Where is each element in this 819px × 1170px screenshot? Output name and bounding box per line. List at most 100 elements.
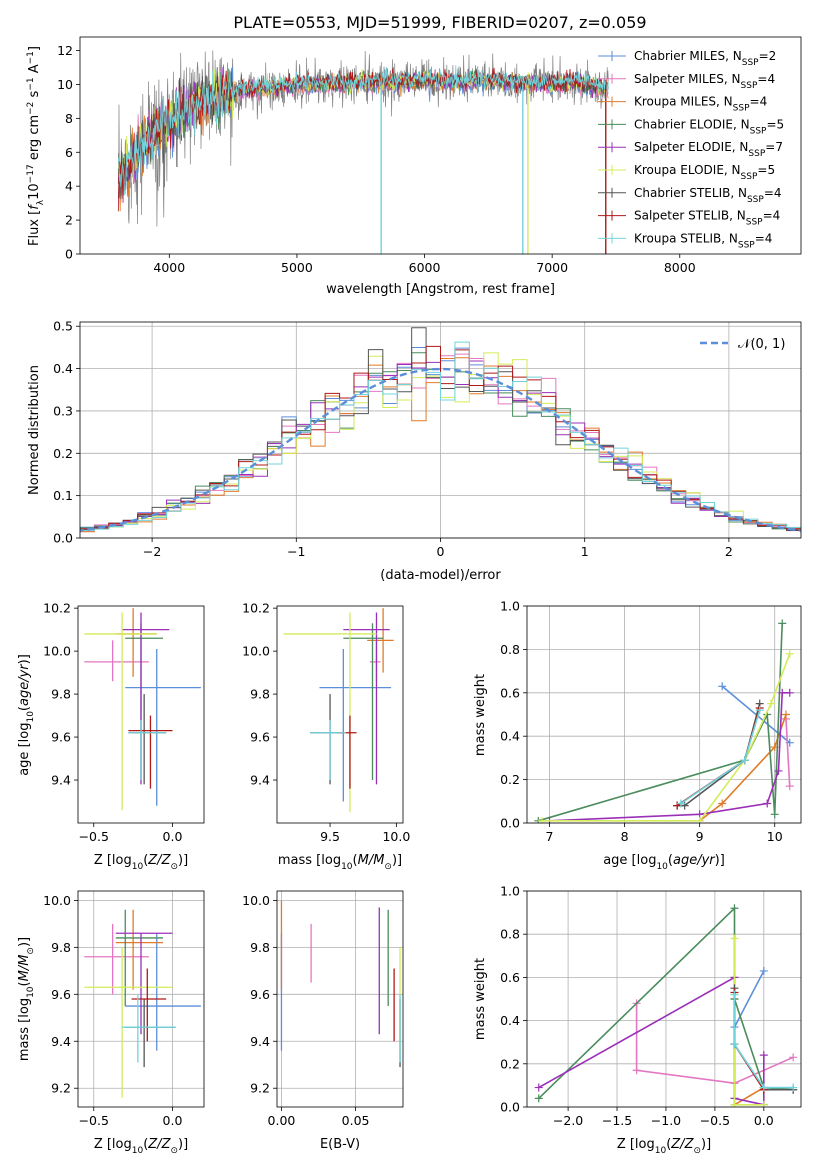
weight-marker [774, 766, 783, 775]
axes-spectrum: 4000 5000 6000 7000 8000 0 2 4 6 8 10 12 Chabrier MI… [26, 36, 802, 297]
y-tick-label: 10.0 [242, 644, 270, 659]
y-tick-label: 0.0 [500, 1100, 520, 1115]
figure-title: PLATE=0553, MJD=51999, FIBERID=0207, z=0… [233, 13, 646, 32]
axes-weight_vs_Z: −2.0 −1.5 −1.0 −0.5 0.0 0.0 0.2 0.4 0.6 0.8 1.0 Z [… [473, 884, 802, 1156]
x-tick-label: −0.5 [700, 1113, 730, 1128]
axes-frame [526, 605, 802, 824]
y-tick-label: 6 [65, 145, 73, 160]
legend-label: Salpeter STELIB, NSSP=4 [634, 209, 780, 228]
y-tick-label: 0.2 [500, 772, 520, 787]
x-axis-label: mass [log10(M/M⊙)] [278, 853, 402, 872]
plot-area [84, 608, 201, 811]
weight-marker [785, 649, 794, 658]
x-tick-label: 1 [581, 544, 589, 559]
legend-label: Chabrier MILES, NSSP=2 [634, 49, 776, 68]
weight-line [680, 709, 761, 805]
y-tick-label: 9.8 [51, 687, 71, 702]
y-tick-label: 10.0 [43, 893, 71, 908]
x-tick-label: 10.0 [382, 829, 410, 844]
y-tick-label: 0.3 [53, 403, 73, 418]
weight-marker [778, 619, 787, 628]
weight-line [538, 976, 765, 1106]
y-tick-label: 9.4 [51, 1034, 71, 1049]
weight-marker [718, 799, 727, 808]
x-tick-label: 10 [767, 829, 783, 844]
y-tick-label: 0.2 [53, 446, 73, 461]
spectrum-line-kroupa-elodie [117, 68, 609, 183]
y-axis-label: mass weight [473, 674, 488, 756]
legend-label: Chabrier ELODIE, NSSP=5 [634, 117, 784, 136]
x-axis-label: Z [log10(Z/Z⊙)] [617, 1137, 711, 1156]
x-tick-label: 0.05 [342, 1113, 370, 1128]
x-tick-label: −1.0 [651, 1113, 681, 1128]
x-axis-label: age [log10(age/yr)] [603, 853, 725, 872]
y-tick-label: 4 [65, 179, 73, 194]
x-tick-label: 7 [546, 829, 554, 844]
x-tick-label: 0 [437, 544, 445, 559]
grid [527, 605, 801, 824]
weight-line [785, 718, 791, 787]
weight-line [733, 970, 765, 1028]
y-tick-label: 9.8 [250, 687, 270, 702]
plot-area [534, 619, 794, 823]
x-tick-label: 8 [621, 829, 629, 844]
y-tick-label: 10.2 [242, 601, 270, 616]
weight-marker [534, 1094, 543, 1103]
legend-label: Kroupa STELIB, NSSP=4 [634, 231, 772, 250]
x-tick-label: 0.0 [163, 829, 183, 844]
x-tick-label: 9.5 [320, 829, 340, 844]
plot-area [80, 327, 801, 534]
y-tick-label: 10.0 [43, 644, 71, 659]
y-tick-label: 9.8 [51, 940, 71, 955]
axes-age_vs_Z: −0.5 0.0 9.4 9.6 9.8 10.0 10.2 Z [log10(Z/Z⊙)] a… [17, 601, 205, 872]
x-tick-label: −2 [143, 544, 161, 559]
legend-label: Kroupa ELODIE, NSSP=5 [634, 163, 775, 182]
y-tick-label: 9.8 [250, 940, 270, 955]
legend-label: Kroupa MILES, NSSP=4 [634, 95, 767, 114]
plot-area [283, 608, 394, 813]
y-tick-label: 0.4 [500, 729, 520, 744]
y-axis-label: Flux [fλ10−17 erg cm−2 s−1 A−1] [26, 46, 46, 246]
weight-marker [718, 682, 727, 691]
weight-marker [755, 706, 764, 715]
hist-step-kroupa-stelib [80, 341, 801, 533]
y-tick-label: 0.5 [53, 319, 73, 334]
y-tick-label: 0.4 [53, 361, 73, 376]
weight-marker [676, 799, 685, 808]
grid [277, 891, 403, 1107]
spectrum-line-kroupa-stelib [117, 65, 609, 196]
x-tick-label: 8000 [664, 260, 696, 275]
axes-age_vs_mass: 9.5 10.0 9.4 9.6 9.8 10.0 10.2 mass [log10(M/M⊙… [242, 601, 410, 872]
legend-label: Salpeter ELODIE, NSSP=7 [634, 140, 783, 159]
weight-marker [770, 810, 779, 819]
x-tick-label: −1.5 [602, 1113, 632, 1128]
y-tick-label: 0.8 [500, 927, 520, 942]
x-tick-label: 0.00 [268, 1113, 296, 1128]
y-tick-label: 9.4 [250, 1034, 270, 1049]
weight-marker [740, 756, 749, 765]
y-tick-label: 0.0 [53, 531, 73, 546]
weight-marker [632, 1066, 641, 1075]
y-tick-label: 2 [65, 213, 73, 228]
y-tick-label: 9.2 [51, 1081, 71, 1096]
weight-marker [534, 1083, 543, 1092]
weight-marker [785, 782, 794, 791]
weight-line [733, 994, 794, 1089]
weight-marker [759, 1051, 768, 1060]
axes-frame [526, 890, 802, 1108]
weight-marker [759, 966, 768, 975]
x-axis-label: Z [log10(Z/Z⊙)] [94, 853, 188, 872]
y-tick-label: 9.6 [250, 987, 270, 1002]
y-tick-label: 0 [65, 247, 73, 262]
weight-marker [763, 799, 772, 808]
weight-marker [538, 816, 547, 823]
y-tick-label: 1.0 [500, 599, 520, 614]
weight-marker [695, 816, 704, 823]
x-tick-label: 7000 [536, 260, 568, 275]
y-tick-label: 9.6 [250, 730, 270, 745]
weight-marker [781, 710, 790, 719]
y-tick-label: 0.1 [53, 488, 73, 503]
y-tick-label: 0.0 [500, 816, 520, 831]
